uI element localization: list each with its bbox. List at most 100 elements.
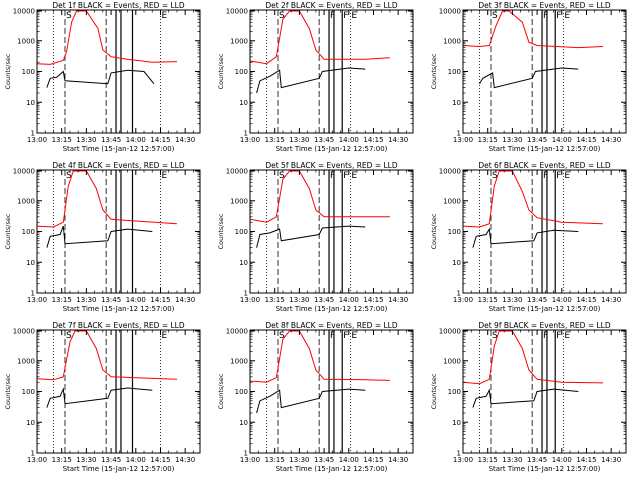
y-tick-label: 100 [22,68,35,76]
x-tick-label: 14:00 [126,456,146,464]
x-axis-label: Start Time (15-Jan-12 12:57:00) [63,145,175,153]
event-marker-label: E [351,11,357,21]
panel-title: Det 5f BLACK = Events, RED = LLD [265,161,398,170]
event-marker-label: F [343,331,348,341]
x-tick-label: 13:00 [453,456,473,464]
x-tick-label: 14:15 [576,456,596,464]
y-tick-label: 100 [448,68,461,76]
y-axis-label: Counts/sec [217,213,225,249]
series-line-lld [37,170,177,228]
x-tick-label: 14:00 [552,136,572,144]
y-tick-label: 10 [452,99,461,107]
plot-frame [462,329,627,454]
series-line-events [256,225,366,248]
x-tick-label: 13:00 [27,296,47,304]
series-line-events [472,227,579,248]
x-tick-label: 13:15 [265,296,285,304]
event-marker-label: E [564,171,570,181]
plot-frame [462,9,627,134]
panel-title: Det 8f BLACK = Events, RED = LLD [265,321,398,330]
plot-frame [36,329,201,454]
series-line-events [46,387,153,408]
x-tick-label: 14:30 [175,456,195,464]
y-tick-label: 1 [31,290,35,298]
x-tick-label: 13:15 [265,136,285,144]
x-tick-label: 13:00 [240,456,260,464]
panel-title: Det 1f BLACK = Events, RED = LLD [52,1,185,10]
x-axis-label: Start Time (15-Jan-12 12:57:00) [276,145,388,153]
x-axis-label: Start Time (15-Jan-12 12:57:00) [63,465,175,473]
x-tick-label: 13:15 [52,296,72,304]
y-tick-label: 100 [448,228,461,236]
x-tick-label: 13:00 [240,296,260,304]
series-line-lld [463,170,603,228]
event-marker-label: E [161,331,167,341]
event-marker-label: E [161,171,167,181]
x-tick-label: 13:30 [76,296,96,304]
y-axis-label: Counts/sec [217,373,225,409]
x-tick-label: 13:30 [502,136,522,144]
event-marker-label: E [564,331,570,341]
x-tick-label: 14:30 [601,456,621,464]
panel-title: Det 2f BLACK = Events, RED = LLD [265,1,398,10]
x-tick-label: 14:15 [150,296,170,304]
event-marker-label: F [543,11,548,21]
y-tick-label: 10000 [13,328,35,336]
y-tick-label: 100 [235,388,248,396]
y-tick-label: 1 [457,290,461,298]
x-tick-label: 13:15 [52,136,72,144]
y-tick-label: 10 [26,259,35,267]
event-marker-label: F [556,11,561,21]
event-marker-label: F [330,11,335,21]
series-line-lld [37,330,177,381]
y-axis-label: Counts/sec [4,53,12,89]
y-tick-label: 10000 [439,328,461,336]
series-line-lld [250,170,390,223]
x-tick-label: 14:00 [552,296,572,304]
y-tick-label: 100 [448,388,461,396]
x-tick-label: 14:15 [363,136,383,144]
x-axis-label: Start Time (15-Jan-12 12:57:00) [276,465,388,473]
x-tick-label: 13:45 [527,296,547,304]
y-tick-label: 1000 [230,37,248,45]
panel-title: Det 3f BLACK = Events, RED = LLD [478,1,611,10]
x-tick-label: 14:15 [150,136,170,144]
y-tick-label: 100 [22,388,35,396]
y-tick-label: 1 [31,130,35,138]
event-marker-label: S [66,331,72,341]
y-tick-label: 1000 [443,37,461,45]
plot-frame [249,9,414,134]
x-tick-label: 13:30 [289,456,309,464]
event-marker-label: S [492,11,498,21]
x-tick-label: 13:15 [478,296,498,304]
x-tick-label: 14:00 [126,296,146,304]
y-tick-label: 10000 [226,8,248,16]
y-tick-label: 1000 [443,357,461,365]
panel-title: Det 7f BLACK = Events, RED = LLD [52,321,185,330]
event-marker-label: S [279,171,285,181]
y-tick-label: 10 [239,419,248,427]
y-tick-label: 10 [239,259,248,267]
y-tick-label: 1000 [443,197,461,205]
series-line-events [46,69,155,88]
series-line-lld [250,10,390,65]
y-axis-label: Counts/sec [4,213,12,249]
x-axis-label: Start Time (15-Jan-12 12:57:00) [489,305,601,313]
series-line-events [256,388,366,414]
x-tick-label: 13:45 [527,136,547,144]
y-tick-label: 1000 [230,357,248,365]
x-tick-label: 14:00 [339,136,359,144]
x-tick-label: 13:00 [453,136,473,144]
event-marker-label: F [556,171,561,181]
x-tick-label: 14:00 [126,136,146,144]
series-line-lld [463,10,603,49]
x-tick-label: 13:45 [314,456,334,464]
y-tick-label: 10 [26,419,35,427]
x-tick-label: 13:45 [101,456,121,464]
x-axis-label: Start Time (15-Jan-12 12:57:00) [489,145,601,153]
x-tick-label: 13:30 [76,136,96,144]
